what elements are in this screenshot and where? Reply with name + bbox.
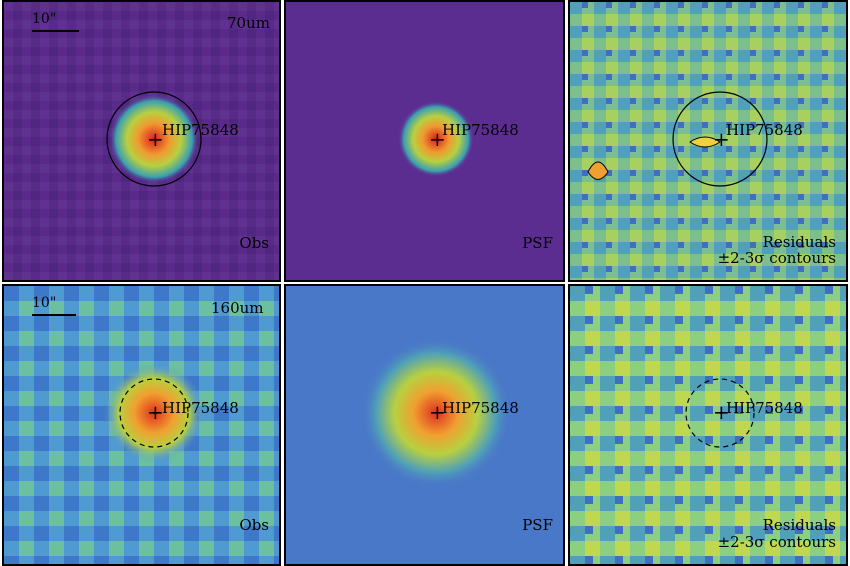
source-label: HIP75848 — [442, 121, 519, 139]
source-marker-icon: + — [147, 127, 164, 151]
scale-bar-label: 10" — [32, 295, 57, 311]
panel-type-label: Obs — [239, 234, 269, 252]
scale-bar-label: 10" — [32, 11, 57, 27]
panel-type-label: Obs — [239, 516, 269, 534]
source-label: HIP75848 — [162, 121, 239, 139]
panel-type-label: PSF — [522, 234, 553, 252]
panel-psf-70: HIP75848 + PSF — [284, 0, 565, 282]
source-marker-icon: + — [713, 400, 730, 424]
band-label: 160um — [211, 299, 264, 317]
image-obs-70 — [4, 2, 279, 280]
source-label: HIP75848 — [726, 121, 803, 139]
panel-obs-160: 10" 160um HIP75848 + Obs — [2, 284, 281, 566]
contour-note-label: ±2-3σ contours — [717, 533, 836, 551]
source-label: HIP75848 — [162, 399, 239, 417]
image-res-70 — [570, 2, 846, 280]
source-label: HIP75848 — [726, 399, 803, 417]
panel-type-label: PSF — [522, 516, 553, 534]
panel-obs-70: 10" 70um HIP75848 + Obs — [2, 0, 281, 282]
panel-res-70: HIP75848 + Residuals ±2-3σ contours — [568, 0, 848, 282]
panel-res-160: HIP75848 + Residuals ±2-3σ contours — [568, 284, 848, 566]
image-psf-70 — [286, 2, 563, 280]
panel-psf-160: HIP75848 + PSF — [284, 284, 565, 566]
band-label: 70um — [227, 14, 270, 32]
source-label: HIP75848 — [442, 399, 519, 417]
source-marker-icon: + — [429, 400, 446, 424]
source-marker-icon: + — [147, 400, 164, 424]
source-marker-icon: + — [713, 127, 730, 151]
image-res-160 — [570, 286, 846, 564]
image-psf-160 — [286, 286, 563, 564]
panel-type-label: Residuals — [762, 516, 836, 534]
contour-note-label: ±2-3σ contours — [717, 249, 836, 267]
image-obs-160 — [4, 286, 279, 564]
panel-type-label: Residuals — [762, 233, 836, 251]
source-marker-icon: + — [429, 127, 446, 151]
